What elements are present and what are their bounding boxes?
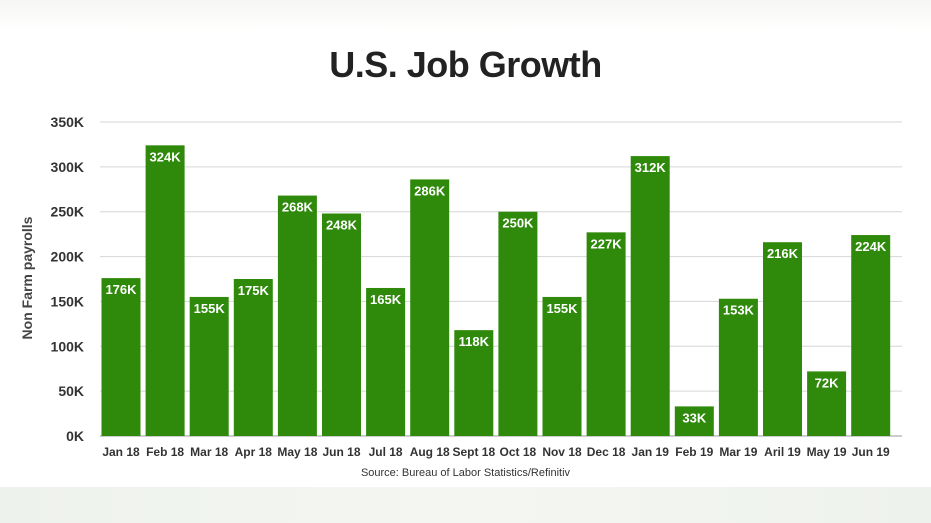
bar xyxy=(322,213,361,436)
source-note: Source: Bureau of Labor Statistics/Refin… xyxy=(360,467,571,479)
bar-value-label: 118K xyxy=(459,334,490,349)
chart-title: U.S. Job Growth xyxy=(329,44,602,85)
bar xyxy=(674,406,714,436)
bar-value-label: 312K xyxy=(635,160,667,175)
bar-value-label: 72K xyxy=(815,375,839,390)
x-tick-label: Apr 18 xyxy=(235,445,273,459)
bottom-background-band xyxy=(0,487,931,523)
bars: 176K 324K 155K 175K 268K 248K 165K 286K 118K 250K… xyxy=(101,145,891,436)
y-tick-label: 100K xyxy=(51,338,84,354)
y-tick-label: 250K xyxy=(51,204,84,220)
x-tick-label: May 19 xyxy=(807,445,847,459)
bar-value-label: 175K xyxy=(238,283,270,298)
x-tick-label: Mar 19 xyxy=(719,445,757,459)
x-axis-ticks: Jan 18 Feb 18 Mar 18 Apr 18 May 18 Jun 18 Jul … xyxy=(102,445,890,459)
bar-value-label: 250K xyxy=(502,216,534,231)
bar xyxy=(101,278,141,436)
bar xyxy=(145,145,185,436)
bar xyxy=(807,371,847,436)
bar xyxy=(542,296,582,436)
bar xyxy=(586,232,626,436)
bar-value-label: 227K xyxy=(591,236,623,251)
bar xyxy=(366,287,406,436)
y-tick-label: 200K xyxy=(51,249,84,265)
y-tick-label: 300K xyxy=(51,159,84,175)
bar-value-label: 176K xyxy=(105,282,137,297)
bar xyxy=(233,279,273,436)
bar xyxy=(410,179,450,436)
bar xyxy=(189,296,229,436)
bar xyxy=(277,195,317,436)
x-tick-label: May 18 xyxy=(277,445,317,459)
bar-value-label: 33K xyxy=(682,410,706,425)
x-tick-label: Feb 19 xyxy=(675,445,713,459)
bar-value-label: 286K xyxy=(414,183,446,198)
y-tick-label: 350K xyxy=(51,114,84,130)
y-axis-ticks: 0K 50K 100K 150K 200K 250K 300K 350K xyxy=(51,114,84,444)
x-tick-label: Aug 18 xyxy=(410,445,450,459)
x-tick-label: Jul 18 xyxy=(369,445,403,459)
x-tick-label: Jun 19 xyxy=(852,445,890,459)
y-tick-label: 50K xyxy=(58,383,84,399)
bar-value-label: 155K xyxy=(546,301,578,316)
bar-value-label: 224K xyxy=(855,239,887,254)
x-tick-label: Aril 19 xyxy=(764,445,801,459)
x-tick-label: Sept 18 xyxy=(452,445,495,459)
x-tick-label: Dec 18 xyxy=(587,445,626,459)
bar xyxy=(630,156,670,436)
bar xyxy=(718,298,758,436)
bar xyxy=(498,211,538,436)
top-background-fade xyxy=(0,0,931,32)
bar-value-label: 153K xyxy=(723,303,755,318)
x-tick-label: Jan 19 xyxy=(632,445,670,459)
bar-value-label: 248K xyxy=(326,218,358,233)
x-tick-label: Nov 18 xyxy=(542,445,582,459)
x-tick-label: Feb 18 xyxy=(146,445,184,459)
bar xyxy=(851,235,891,436)
bar-value-label: 324K xyxy=(150,149,182,164)
bar-value-label: 268K xyxy=(282,200,314,215)
bar-value-label: 155K xyxy=(194,301,226,316)
bar-value-label: 165K xyxy=(370,292,402,307)
x-tick-label: Mar 18 xyxy=(190,445,228,459)
y-tick-label: 150K xyxy=(51,293,84,309)
x-tick-label: Oct 18 xyxy=(500,445,537,459)
x-tick-label: Jan 18 xyxy=(102,445,140,459)
x-tick-label: Jun 18 xyxy=(322,445,360,459)
bar xyxy=(763,242,802,436)
y-tick-label: 0K xyxy=(66,428,84,444)
bar-value-label: 216K xyxy=(767,246,799,261)
bar xyxy=(454,330,494,436)
